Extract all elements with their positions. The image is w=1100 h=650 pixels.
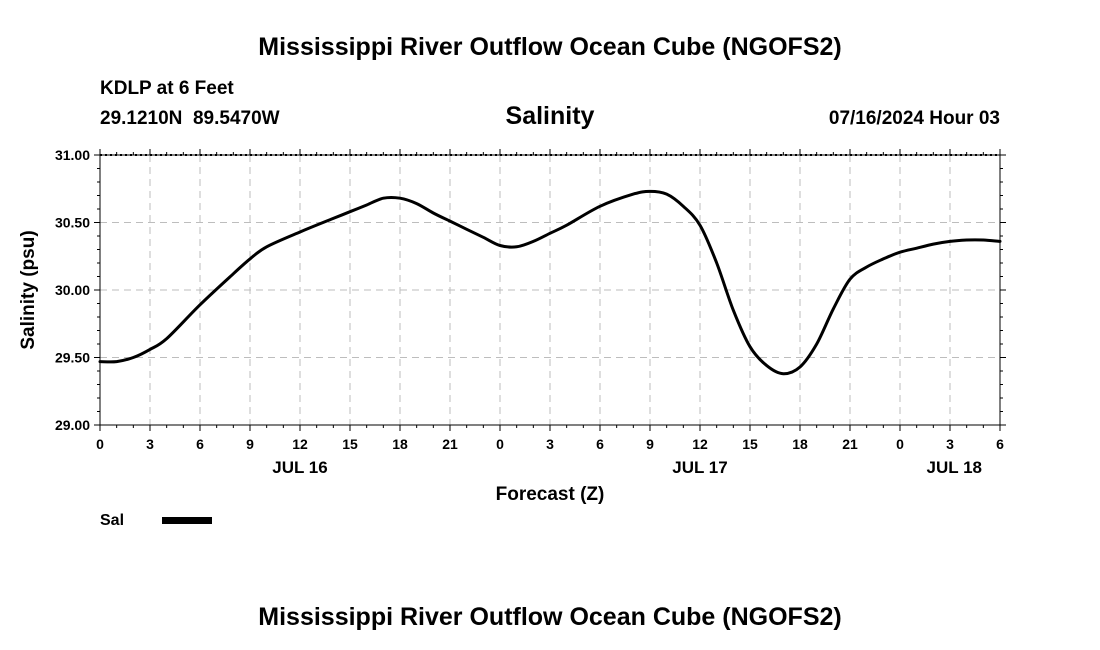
chart-series [98, 189, 1002, 376]
date-label: JUL 18 [927, 458, 982, 477]
x-tick-label: 0 [896, 436, 904, 452]
chart-grid [100, 155, 1000, 425]
legend: Sal [100, 512, 212, 529]
y-axis-tick-labels: 29.00 29.50 30.00 30.50 31.00 [55, 147, 90, 433]
x-tick-label: 18 [392, 436, 408, 452]
x-axis-tick-labels: 0 3 6 9 12 15 18 21 0 3 6 9 12 15 18 21 0 3 6 [96, 436, 1004, 452]
x-tick-label: 3 [546, 436, 554, 452]
x-tick-label: 6 [596, 436, 604, 452]
x-axis-date-labels: JUL 16 JUL 17 JUL 18 [272, 458, 982, 477]
x-tick-label: 15 [742, 436, 758, 452]
forecast-timestamp: 07/16/2024 Hour 03 [829, 108, 1000, 129]
y-axis-label: Salinity (psu) [18, 230, 39, 349]
x-tick-label: 12 [692, 436, 708, 452]
x-tick-label: 3 [946, 436, 954, 452]
x-tick-label: 21 [842, 436, 858, 452]
x-tick-label: 9 [646, 436, 654, 452]
x-tick-label: 21 [442, 436, 458, 452]
legend-swatch-sal [162, 517, 212, 524]
x-tick-label: 0 [496, 436, 504, 452]
date-label: JUL 16 [272, 458, 327, 477]
y-tick-label: 30.50 [55, 215, 90, 231]
station-coordinates: 29.1210N 89.5470W [100, 108, 280, 129]
station-name: KDLP at 6 Feet [100, 78, 234, 99]
x-axis-label: Forecast (Z) [496, 484, 605, 505]
legend-label-sal: Sal [100, 512, 124, 529]
x-tick-label: 6 [196, 436, 204, 452]
x-tick-label: 6 [996, 436, 1004, 452]
x-tick-label: 18 [792, 436, 808, 452]
chart-title: Mississippi River Outflow Ocean Cube (NG… [258, 33, 841, 61]
x-tick-label: 12 [292, 436, 308, 452]
date-label: JUL 17 [672, 458, 727, 477]
y-tick-label: 29.00 [55, 417, 90, 433]
y-tick-label: 29.50 [55, 350, 90, 366]
chart-subtitle: Salinity [506, 102, 595, 130]
y-tick-label: 30.00 [55, 282, 90, 298]
x-tick-label: 3 [146, 436, 154, 452]
y-tick-label: 31.00 [55, 147, 90, 163]
x-tick-label: 9 [246, 436, 254, 452]
x-tick-label: 15 [342, 436, 358, 452]
series-line-sal [98, 189, 1002, 376]
chart-title-repeat: Mississippi River Outflow Ocean Cube (NG… [258, 603, 841, 631]
x-tick-label: 0 [96, 436, 104, 452]
